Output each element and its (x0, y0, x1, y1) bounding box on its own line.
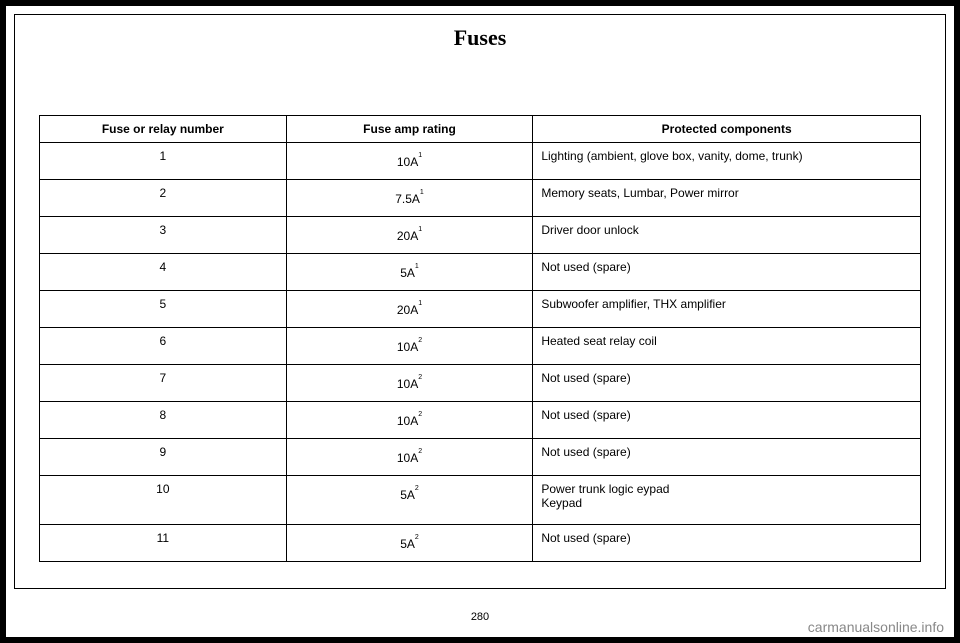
amp-rating-cell: 7.5A1 (286, 180, 533, 217)
fuse-number-cell: 11 (40, 525, 287, 562)
table-row: 45A1Not used (spare) (40, 254, 921, 291)
page-border: Fuses Fuse or relay number Fuse amp rati… (14, 14, 946, 589)
amp-rating-cell: 10A2 (286, 439, 533, 476)
amp-rating-cell: 10A2 (286, 328, 533, 365)
amp-rating-cell: 10A2 (286, 365, 533, 402)
components-cell: Not used (spare) (533, 254, 921, 291)
amp-rating-value: 10A (397, 155, 418, 169)
page-title: Fuses (15, 15, 945, 65)
fuse-table-wrap: Fuse or relay number Fuse amp rating Pro… (15, 65, 945, 562)
amp-rating-cell: 5A2 (286, 525, 533, 562)
watermark: carmanualsonline.info (808, 619, 944, 635)
fuse-number-cell: 9 (40, 439, 287, 476)
table-row: 27.5A1Memory seats, Lumbar, Power mirror (40, 180, 921, 217)
amp-rating-superscript: 1 (415, 263, 419, 270)
amp-rating-value: 20A (397, 303, 418, 317)
amp-rating-superscript: 2 (415, 485, 419, 492)
amp-rating-cell: 20A1 (286, 291, 533, 328)
components-cell: Subwoofer amplifier, THX amplifier (533, 291, 921, 328)
amp-rating-superscript: 2 (418, 337, 422, 344)
components-cell: Driver door unlock (533, 217, 921, 254)
amp-rating-superscript: 2 (418, 448, 422, 455)
table-row: 105A2Power trunk logic eypadKeypad (40, 476, 921, 525)
table-row: 810A2Not used (spare) (40, 402, 921, 439)
table-row: 610A2Heated seat relay coil (40, 328, 921, 365)
components-cell: Not used (spare) (533, 439, 921, 476)
fuse-number-cell: 4 (40, 254, 287, 291)
amp-rating-value: 10A (397, 451, 418, 465)
table-header-row: Fuse or relay number Fuse amp rating Pro… (40, 116, 921, 143)
fuse-number-cell: 6 (40, 328, 287, 365)
components-cell: Not used (spare) (533, 402, 921, 439)
header-fuse-number: Fuse or relay number (40, 116, 287, 143)
amp-rating-value: 10A (397, 414, 418, 428)
components-cell: Not used (spare) (533, 365, 921, 402)
amp-rating-superscript: 1 (418, 300, 422, 307)
amp-rating-value: 5A (400, 266, 415, 280)
amp-rating-value: 5A (400, 488, 415, 502)
fuse-number-cell: 7 (40, 365, 287, 402)
components-cell: Memory seats, Lumbar, Power mirror (533, 180, 921, 217)
amp-rating-cell: 20A1 (286, 217, 533, 254)
table-row: 520A1Subwoofer amplifier, THX amplifier (40, 291, 921, 328)
fuse-number-cell: 2 (40, 180, 287, 217)
amp-rating-superscript: 2 (415, 534, 419, 541)
table-row: 710A2Not used (spare) (40, 365, 921, 402)
components-cell: Lighting (ambient, glove box, vanity, do… (533, 143, 921, 180)
fuse-number-cell: 3 (40, 217, 287, 254)
amp-rating-value: 10A (397, 340, 418, 354)
amp-rating-value: 20A (397, 229, 418, 243)
fuse-table: Fuse or relay number Fuse amp rating Pro… (39, 115, 921, 562)
components-cell: Not used (spare) (533, 525, 921, 562)
fuse-number-cell: 1 (40, 143, 287, 180)
amp-rating-value: 10A (397, 377, 418, 391)
fuse-number-cell: 5 (40, 291, 287, 328)
amp-rating-cell: 10A1 (286, 143, 533, 180)
page: Fuses Fuse or relay number Fuse amp rati… (6, 6, 954, 637)
table-row: 110A1Lighting (ambient, glove box, vanit… (40, 143, 921, 180)
amp-rating-superscript: 1 (420, 189, 424, 196)
header-components: Protected components (533, 116, 921, 143)
amp-rating-superscript: 2 (418, 374, 422, 381)
amp-rating-cell: 10A2 (286, 402, 533, 439)
amp-rating-value: 5A (400, 537, 415, 551)
table-row: 320A1Driver door unlock (40, 217, 921, 254)
amp-rating-superscript: 2 (418, 411, 422, 418)
table-row: 115A2Not used (spare) (40, 525, 921, 562)
amp-rating-superscript: 1 (418, 226, 422, 233)
fuse-number-cell: 8 (40, 402, 287, 439)
fuse-number-cell: 10 (40, 476, 287, 525)
amp-rating-superscript: 1 (418, 152, 422, 159)
components-cell: Heated seat relay coil (533, 328, 921, 365)
components-cell: Power trunk logic eypadKeypad (533, 476, 921, 525)
amp-rating-value: 7.5A (395, 192, 420, 206)
amp-rating-cell: 5A2 (286, 476, 533, 525)
header-amp-rating: Fuse amp rating (286, 116, 533, 143)
amp-rating-cell: 5A1 (286, 254, 533, 291)
table-row: 910A2Not used (spare) (40, 439, 921, 476)
